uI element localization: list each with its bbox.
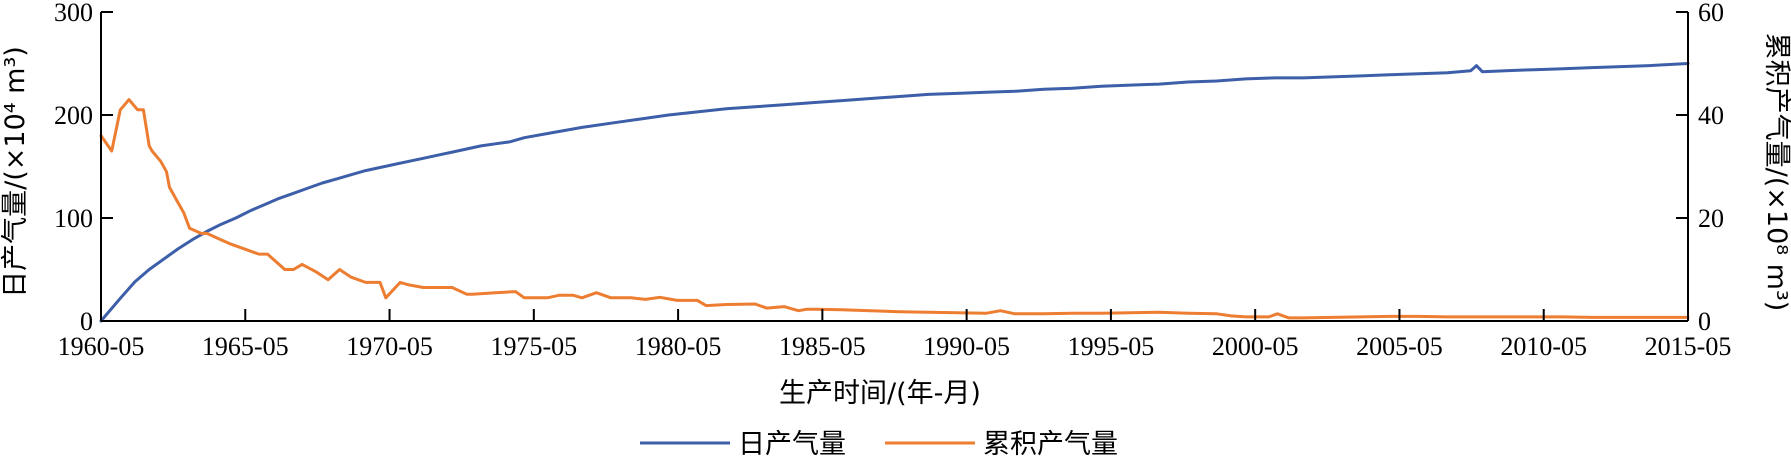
x-tick-label: 1970-05 bbox=[346, 332, 433, 361]
y-right-tick-label: 60 bbox=[1698, 0, 1724, 27]
x-axis-title: 生产时间/(年-月) bbox=[779, 378, 981, 409]
axes-layer: 0 100 200 300 0 20 40 60 1960-05 1965-05 1970-05 19… bbox=[54, 0, 1731, 361]
legend: 日产气量 累积产气量 bbox=[640, 429, 1118, 459]
x-tick-label: 2005-05 bbox=[1356, 332, 1443, 361]
y-right-tick-label: 0 bbox=[1698, 307, 1711, 336]
x-tick-label: 1985-05 bbox=[779, 332, 866, 361]
series-line-1 bbox=[99, 62, 1690, 323]
y-axis-left-title: 日产气量/(×10⁴ m³) bbox=[0, 46, 31, 298]
x-tick-label: 1990-05 bbox=[923, 332, 1010, 361]
x-tick-label: 2015-05 bbox=[1645, 332, 1732, 361]
y-left-tick-label: 100 bbox=[54, 204, 93, 233]
y-left-tick-label: 200 bbox=[54, 101, 93, 130]
x-tick-label: 2010-05 bbox=[1500, 332, 1587, 361]
x-tick-label: 1975-05 bbox=[490, 332, 577, 361]
series-layer bbox=[99, 62, 1690, 323]
x-tick-label: 1965-05 bbox=[202, 332, 289, 361]
x-tick-label: 1980-05 bbox=[635, 332, 722, 361]
y-axis-right-title: 累积产气量/(×10⁸ m³) bbox=[1761, 33, 1791, 312]
y-left-tick-label: 300 bbox=[54, 0, 93, 27]
legend-label-series-2: 累积产气量 bbox=[983, 429, 1118, 459]
y-right-tick-label: 40 bbox=[1698, 101, 1724, 130]
y-right-tick-label: 20 bbox=[1698, 204, 1724, 233]
series-line-2 bbox=[99, 98, 1690, 320]
x-tick-label: 1995-05 bbox=[1068, 332, 1155, 361]
x-tick-label: 2000-05 bbox=[1212, 332, 1299, 361]
x-tick-label: 1960-05 bbox=[58, 332, 145, 361]
legend-label-series-1: 日产气量 bbox=[738, 429, 846, 459]
y-left-tick-label: 0 bbox=[80, 307, 93, 336]
